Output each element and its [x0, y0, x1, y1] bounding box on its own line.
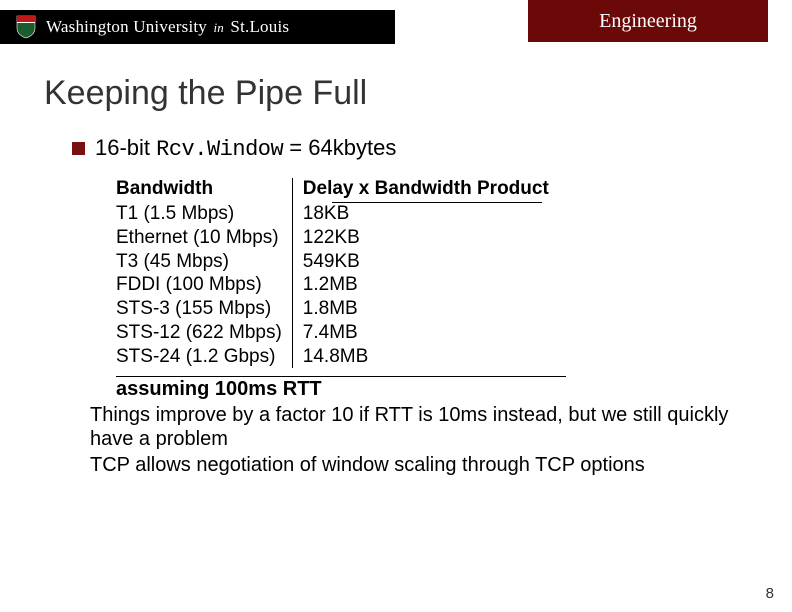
slide-title: Keeping the Pipe Full: [44, 74, 792, 113]
shield-icon: [16, 15, 36, 39]
paragraph-1: Things improve by a factor 10 if RTT is …: [90, 403, 732, 451]
table-row: STS-3 (155 Mbps)1.8MB: [116, 297, 567, 321]
assuming-line: assuming 100ms RTT: [116, 378, 792, 401]
paragraph-2: TCP allows negotiation of window scaling…: [90, 453, 732, 477]
department-banner: Engineering: [528, 0, 768, 42]
table-row: T3 (45 Mbps)549KB: [116, 250, 567, 274]
bullet-suffix: = 64kbytes: [283, 135, 396, 160]
cell-bw: T1 (1.5 Mbps): [116, 202, 292, 226]
table-row: STS-24 (1.2 Gbps)14.8MB: [116, 345, 567, 369]
cell-val: 549KB: [292, 250, 566, 274]
slide-header: Washington University in St.Louis Engine…: [0, 0, 792, 48]
cell-bw: STS-12 (622 Mbps): [116, 321, 292, 345]
cell-bw: T3 (45 Mbps): [116, 250, 292, 274]
bullet-icon: [72, 142, 85, 155]
bullet-code: Rcv.Window: [156, 137, 283, 162]
university-name: Washington University in St.Louis: [46, 17, 289, 37]
bullet-prefix: 16-bit: [95, 135, 156, 160]
table-row: Ethernet (10 Mbps)122KB: [116, 226, 567, 250]
cell-bw: Ethernet (10 Mbps): [116, 226, 292, 250]
cell-val: 1.2MB: [292, 273, 566, 297]
bullet-text: 16-bit Rcv.Window = 64kbytes: [95, 135, 396, 162]
table-rule-2: [116, 376, 566, 377]
bullet-line: 16-bit Rcv.Window = 64kbytes: [72, 135, 792, 162]
table-header-bandwidth: Bandwidth: [116, 178, 292, 202]
table-rule-1: [332, 202, 542, 203]
bandwidth-table: Bandwidth Delay x Bandwidth Product T1 (…: [116, 178, 567, 368]
cell-bw: FDDI (100 Mbps): [116, 273, 292, 297]
cell-bw: STS-3 (155 Mbps): [116, 297, 292, 321]
cell-val: 18KB: [292, 202, 566, 226]
page-number: 8: [766, 585, 774, 602]
cell-val: 7.4MB: [292, 321, 566, 345]
department-label: Engineering: [599, 10, 697, 33]
cell-val: 122KB: [292, 226, 566, 250]
cell-val: 14.8MB: [292, 345, 566, 369]
university-logo-bar: Washington University in St.Louis: [0, 10, 395, 44]
table-row: T1 (1.5 Mbps)18KB: [116, 202, 567, 226]
cell-bw: STS-24 (1.2 Gbps): [116, 345, 292, 369]
table-header-row: Bandwidth Delay x Bandwidth Product: [116, 178, 567, 202]
table-header-product: Delay x Bandwidth Product: [292, 178, 566, 202]
table-row: FDDI (100 Mbps)1.2MB: [116, 273, 567, 297]
cell-val: 1.8MB: [292, 297, 566, 321]
table-row: STS-12 (622 Mbps)7.4MB: [116, 321, 567, 345]
bandwidth-table-wrap: Bandwidth Delay x Bandwidth Product T1 (…: [116, 178, 676, 368]
